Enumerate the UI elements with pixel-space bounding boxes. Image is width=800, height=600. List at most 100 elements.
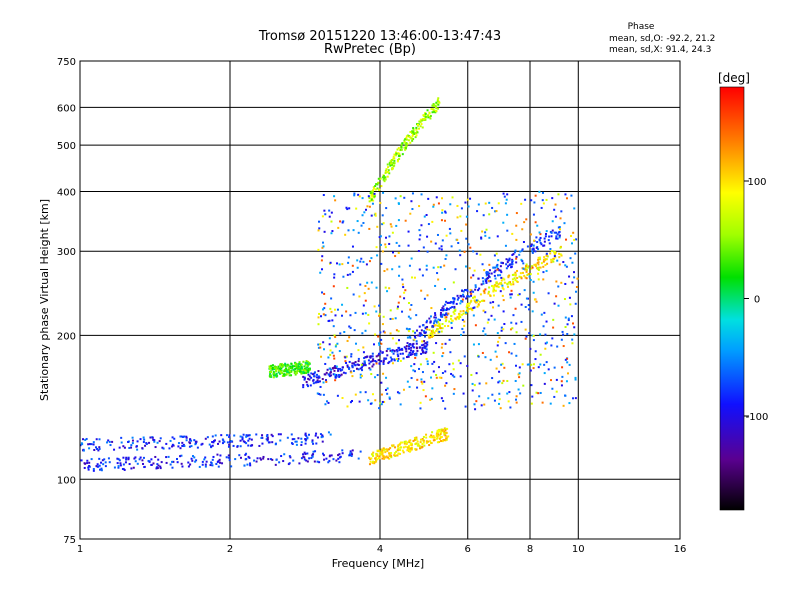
data-point — [297, 437, 300, 440]
data-point — [570, 315, 573, 318]
data-point — [419, 401, 422, 404]
data-point — [527, 304, 530, 307]
data-point — [319, 271, 322, 274]
data-point — [502, 299, 505, 302]
data-point — [539, 266, 542, 269]
data-point — [426, 341, 429, 344]
data-point — [375, 362, 378, 365]
data-point — [301, 368, 304, 371]
data-point — [221, 442, 224, 445]
data-point — [540, 262, 543, 265]
data-point — [321, 434, 324, 437]
data-point — [455, 302, 458, 305]
data-point — [476, 299, 479, 302]
data-point — [156, 441, 159, 444]
data-point — [310, 456, 313, 459]
data-point — [357, 360, 360, 363]
data-point — [354, 361, 357, 364]
data-point — [415, 340, 418, 343]
data-point — [171, 445, 174, 448]
data-point — [492, 286, 495, 289]
data-point — [201, 442, 204, 445]
data-point — [402, 388, 405, 391]
data-point — [567, 372, 570, 375]
data-point — [432, 266, 435, 269]
data-point — [392, 352, 395, 355]
data-point — [474, 288, 477, 291]
data-point — [182, 444, 185, 447]
data-point — [331, 319, 334, 322]
data-point — [444, 303, 447, 306]
data-point — [341, 263, 344, 266]
data-point — [303, 369, 306, 372]
data-point — [341, 396, 344, 399]
data-point — [415, 134, 418, 137]
data-point — [510, 283, 513, 286]
y-tick-label: 75 — [63, 535, 76, 546]
data-point — [431, 362, 434, 365]
data-point — [571, 281, 574, 284]
data-point — [350, 371, 353, 374]
data-point — [273, 374, 276, 377]
data-point — [494, 269, 497, 272]
data-point — [384, 243, 387, 246]
x-tick-label: 4 — [377, 544, 383, 555]
data-point — [377, 181, 380, 184]
data-point — [413, 370, 416, 373]
data-point — [429, 320, 432, 323]
data-point — [503, 366, 506, 369]
data-point — [415, 448, 418, 451]
data-point — [225, 434, 228, 437]
data-point — [362, 346, 365, 349]
data-point — [431, 387, 434, 390]
data-point — [294, 362, 297, 365]
data-point — [422, 435, 425, 438]
data-point — [498, 380, 501, 383]
data-point — [334, 366, 337, 369]
data-point — [506, 261, 509, 264]
data-point — [389, 223, 392, 226]
data-point — [403, 196, 406, 199]
data-point — [312, 379, 315, 382]
data-point — [293, 365, 296, 368]
data-point — [377, 177, 380, 180]
data-point — [378, 457, 381, 460]
data-point — [128, 446, 131, 449]
data-point — [98, 457, 101, 460]
data-point — [570, 194, 573, 197]
data-point — [318, 220, 321, 223]
data-point — [513, 277, 516, 280]
data-point — [380, 393, 383, 396]
data-point — [335, 375, 338, 378]
data-point — [269, 372, 272, 375]
data-point — [382, 449, 385, 452]
data-point — [485, 281, 488, 284]
data-point — [370, 457, 373, 460]
data-point — [537, 366, 540, 369]
data-point — [522, 267, 525, 270]
data-point — [394, 255, 397, 258]
data-point — [248, 434, 251, 437]
data-point — [285, 370, 288, 373]
data-point — [393, 454, 396, 457]
data-point — [328, 343, 331, 346]
data-point — [260, 458, 263, 461]
data-point — [446, 436, 449, 439]
data-point — [165, 461, 168, 464]
data-point — [555, 295, 558, 298]
data-point — [326, 400, 329, 403]
data-point — [262, 455, 265, 458]
data-point — [219, 461, 222, 464]
colorbar-tick-label: -100 — [746, 412, 769, 423]
data-point — [327, 356, 330, 359]
data-point — [535, 300, 538, 303]
data-point — [370, 373, 373, 376]
data-point — [524, 306, 527, 309]
data-point — [414, 331, 417, 334]
data-point — [427, 116, 430, 119]
data-point — [527, 273, 530, 276]
data-point — [428, 328, 431, 331]
data-point — [380, 448, 383, 451]
data-point — [432, 329, 435, 332]
data-point — [142, 436, 145, 439]
